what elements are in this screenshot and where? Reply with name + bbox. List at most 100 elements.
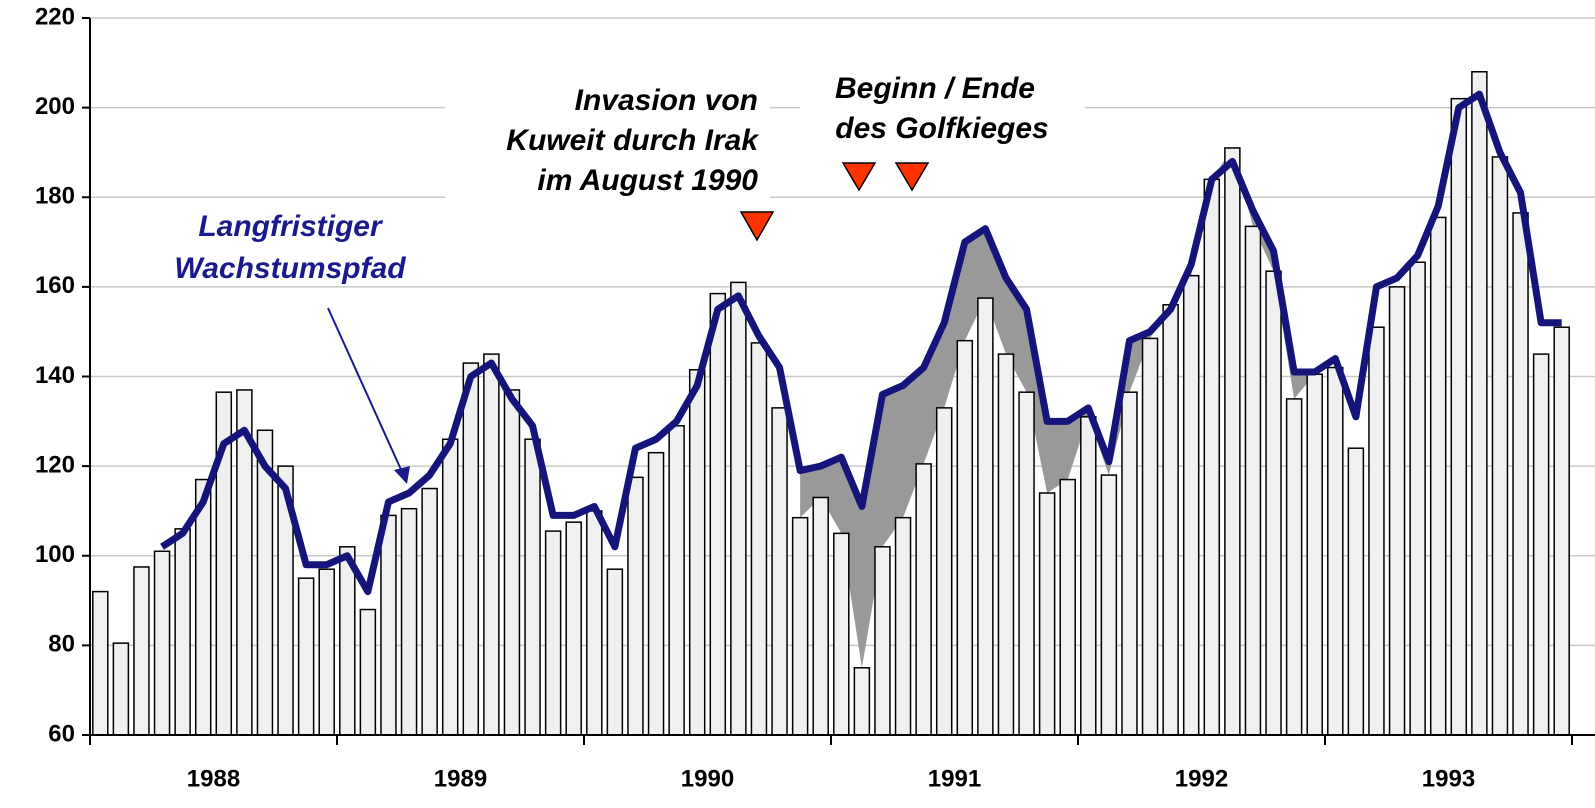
x-tick-label: 1993 [1422, 765, 1475, 792]
bar [1429, 216, 1447, 736]
bar [894, 516, 912, 736]
bar [750, 342, 768, 736]
annotation: Wachstumspfad [174, 252, 406, 285]
bar [1162, 304, 1179, 736]
bar [1265, 270, 1282, 736]
bar [1224, 147, 1241, 736]
bar [462, 362, 480, 736]
event-marker [894, 162, 930, 192]
bar [483, 353, 500, 736]
x-tick-label: 1990 [681, 765, 734, 792]
bar [1388, 286, 1406, 736]
x-tick-label: 1988 [187, 765, 240, 792]
y-tick-label: 60 [48, 720, 75, 747]
bar [647, 451, 665, 736]
bar [1203, 178, 1221, 736]
annotation-bg [800, 70, 1085, 152]
bar [1080, 416, 1097, 736]
bar [1347, 447, 1365, 736]
bar [112, 642, 130, 736]
bar [1059, 478, 1076, 736]
bar [400, 507, 418, 736]
bar [1491, 156, 1509, 736]
bar [688, 369, 706, 736]
bar [1038, 492, 1056, 736]
bar [1327, 366, 1344, 736]
bar [359, 608, 377, 736]
bar [194, 478, 212, 736]
bar [935, 407, 953, 736]
bar [730, 281, 747, 736]
y-tick-label: 160 [35, 272, 75, 299]
bar [627, 476, 644, 736]
y-tick-label: 180 [35, 183, 75, 210]
bar [1244, 225, 1262, 736]
annotation: im August 1990 [537, 164, 758, 197]
annotation-bg [445, 80, 770, 200]
bar [977, 297, 994, 736]
bar [1306, 373, 1323, 736]
bar [668, 425, 685, 736]
bar [1121, 391, 1138, 736]
bar [586, 510, 603, 736]
bar [956, 339, 974, 736]
bar [441, 438, 459, 736]
bar [421, 487, 438, 736]
bar [1532, 353, 1550, 736]
bar [174, 528, 191, 736]
bar [606, 568, 624, 736]
bar [1450, 97, 1468, 736]
bar [1141, 337, 1159, 736]
bar [874, 546, 891, 736]
bar [297, 577, 315, 736]
trend-line [160, 90, 1562, 596]
y-tick-label: 220 [35, 3, 75, 30]
bar [318, 568, 335, 736]
annotation: Invasion von [575, 84, 758, 117]
bar [503, 389, 521, 736]
bar [339, 546, 356, 736]
arrow-head [394, 466, 410, 484]
bar [1100, 474, 1118, 736]
marks [89, 18, 1595, 736]
annotation: Kuweit durch Irak [506, 124, 759, 157]
x-tick-label: 1989 [434, 765, 487, 792]
bar [853, 667, 871, 736]
y-tick-label: 100 [35, 541, 75, 568]
event-marker [841, 162, 877, 192]
bar [1409, 261, 1426, 736]
bar [833, 532, 850, 736]
bar [92, 590, 109, 736]
bar [771, 407, 788, 736]
x-tick-label: 1992 [1175, 765, 1228, 792]
event-marker [739, 211, 775, 242]
y-tick-label: 140 [35, 362, 75, 389]
y-tick-label: 120 [35, 451, 75, 478]
bar [915, 463, 932, 736]
annotation: des Golfkieges [835, 112, 1048, 145]
y-tick-label: 80 [48, 631, 75, 658]
annotation: Langfristiger [198, 210, 384, 243]
bar [1182, 274, 1200, 736]
bar [812, 496, 829, 736]
bar [1285, 398, 1303, 736]
bar [153, 550, 171, 736]
bar [791, 516, 809, 736]
annotation: Beginn / Ende [835, 72, 1035, 105]
bar [1553, 326, 1570, 736]
bar [997, 353, 1015, 736]
bar [1512, 212, 1529, 736]
bar [709, 292, 727, 736]
bar [380, 514, 397, 736]
bar [544, 530, 562, 736]
bar [1368, 326, 1385, 736]
bar [1018, 391, 1035, 736]
bar [565, 521, 582, 736]
arrow [327, 307, 404, 475]
bar [133, 566, 150, 736]
x-tick-label: 1991 [928, 765, 981, 792]
y-tick-label: 200 [35, 93, 75, 120]
bar [1471, 71, 1488, 736]
bar [524, 438, 541, 736]
